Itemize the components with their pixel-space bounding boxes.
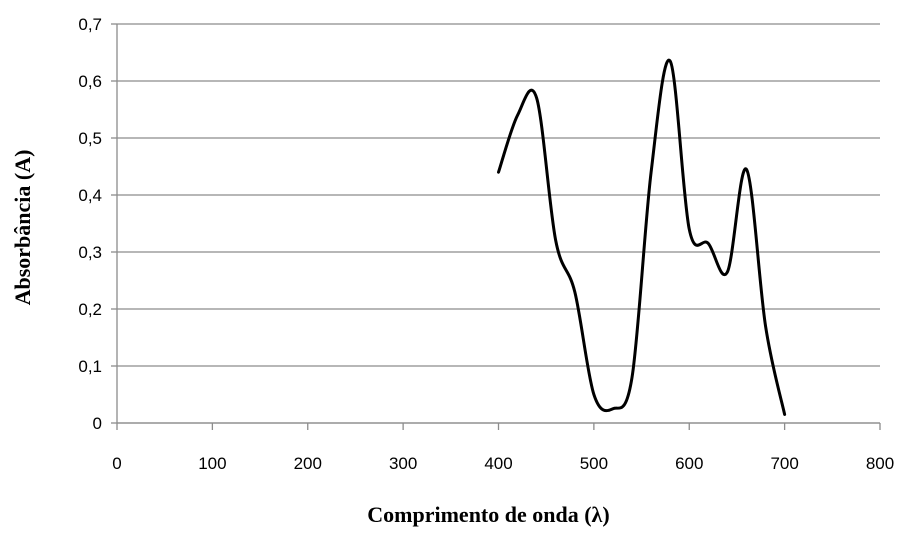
tick-labels: 0 0,1 0,2 0,3 0,4 0,5 0,6 0,7 0 100 200 300 400 500 60… bbox=[78, 15, 894, 473]
y-axis-title: Absorbância (A) bbox=[10, 150, 35, 306]
y-tick-label: 0,4 bbox=[78, 186, 102, 205]
series-layer bbox=[497, 58, 787, 416]
x-tick-label: 200 bbox=[294, 454, 322, 473]
y-tick-label: 0 bbox=[93, 414, 102, 433]
x-tick-label: 100 bbox=[198, 454, 226, 473]
axes bbox=[111, 23, 881, 430]
x-tick-label: 700 bbox=[770, 454, 798, 473]
absorbance-series-line bbox=[497, 58, 787, 416]
x-tick-label: 0 bbox=[112, 454, 121, 473]
y-tick-label: 0,7 bbox=[78, 15, 102, 34]
x-axis-title: Comprimento de onda (λ) bbox=[367, 502, 609, 527]
x-tick-label: 500 bbox=[580, 454, 608, 473]
x-tick-label: 300 bbox=[389, 454, 417, 473]
grid-lines bbox=[117, 23, 880, 424]
x-tick-label: 800 bbox=[866, 454, 894, 473]
y-tick-label: 0,1 bbox=[78, 357, 102, 376]
y-tick-label: 0,3 bbox=[78, 243, 102, 262]
y-tick-label: 0,6 bbox=[78, 72, 102, 91]
y-tick-label: 0,2 bbox=[78, 300, 102, 319]
y-tick-label: 0,5 bbox=[78, 129, 102, 148]
x-tick-label: 600 bbox=[675, 454, 703, 473]
x-tick-label: 400 bbox=[484, 454, 512, 473]
